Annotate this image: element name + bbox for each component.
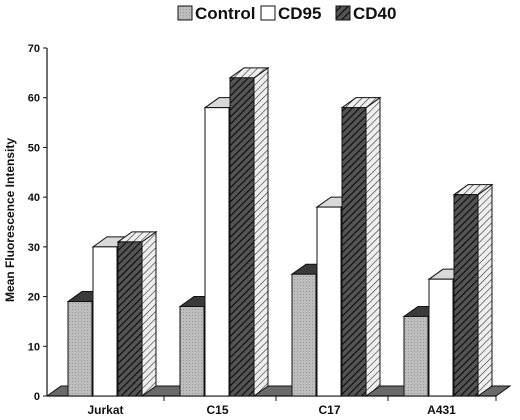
legend-swatch (260, 5, 276, 21)
bar-front-face (204, 107, 230, 397)
bar-cd40-jurkat (116, 230, 158, 397)
bar-front-face (316, 206, 342, 397)
bar-cd40-c17 (340, 96, 382, 397)
legend-swatch (335, 5, 351, 21)
bar-front-face (291, 273, 317, 397)
bar-side-face (141, 230, 157, 397)
bar-front-face (403, 315, 429, 397)
legend-label: CD40 (353, 4, 396, 23)
bar-front-face (428, 278, 454, 397)
bar-front-face (453, 194, 479, 397)
bar-front-face (67, 301, 93, 397)
legend-item-control: Control (177, 4, 255, 23)
y-tick-label: 60 (28, 93, 40, 105)
y-axis-title: Mean Fluorescence Intensity (3, 138, 17, 302)
y-tick-label: 30 (28, 242, 40, 254)
y-tick-label: 50 (28, 142, 40, 154)
legend-label: Control (195, 4, 255, 23)
bar-front-face (92, 246, 118, 397)
y-tick-label: 70 (28, 43, 40, 55)
bar-cd40-a431 (452, 183, 494, 397)
bar-cd40-c15 (228, 66, 270, 397)
legend: Control CD95 CD40 (177, 4, 396, 23)
y-tick-label: 0 (34, 391, 40, 403)
x-tick-label: A431 (427, 403, 456, 417)
bar-front-face (179, 306, 205, 397)
bar-front-face (117, 241, 143, 397)
bars (66, 66, 494, 397)
x-tick-label: C17 (318, 403, 340, 417)
legend-item-cd40: CD40 (335, 4, 396, 23)
legend-swatch (177, 5, 193, 21)
bar-front-face (229, 77, 255, 397)
axes: 0 10 20 30 40 50 60 70 Mean Fluorescence Intensi… (3, 43, 512, 417)
legend-label: CD95 (278, 4, 321, 23)
bar-side-face (477, 183, 493, 397)
legend-item-cd95: CD95 (260, 4, 321, 23)
bar-front-face (341, 107, 367, 397)
y-tick-label: 40 (28, 192, 40, 204)
x-tick-label: Jurkat (87, 403, 123, 417)
bar-side-face (253, 66, 269, 397)
x-tick-label: C15 (206, 403, 228, 417)
bar-side-face (365, 96, 381, 397)
y-tick-label: 10 (28, 341, 40, 353)
y-tick-label: 20 (28, 292, 40, 304)
